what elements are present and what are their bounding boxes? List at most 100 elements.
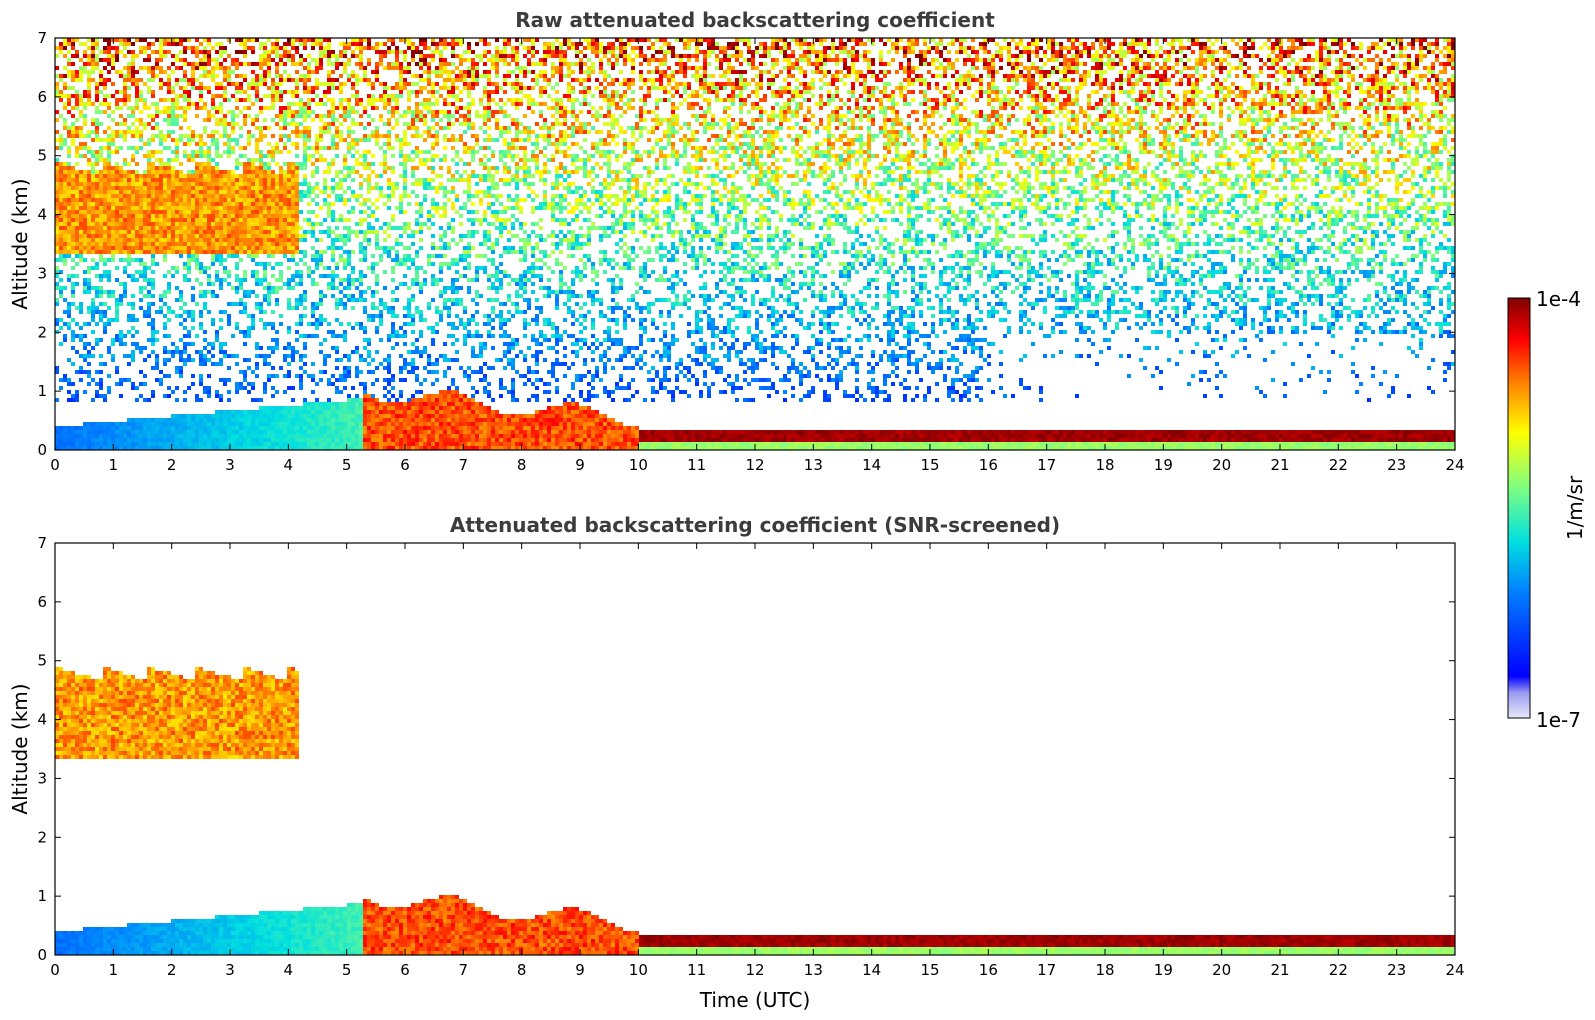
heatmap-cell (311, 306, 315, 310)
heatmap-cell (163, 350, 167, 354)
heatmap-cell (59, 318, 63, 322)
heatmap-cell (291, 426, 295, 430)
heatmap-cell (295, 206, 299, 210)
heatmap-cell (311, 334, 315, 338)
heatmap-cell (91, 54, 95, 58)
heatmap-cell (107, 138, 111, 142)
heatmap-cell (151, 70, 155, 74)
heatmap-cell (215, 246, 219, 250)
heatmap-cell (215, 274, 219, 278)
heatmap-cell (215, 278, 219, 282)
heatmap-cell (319, 414, 323, 418)
heatmap-cell (375, 138, 379, 142)
heatmap-cell (131, 258, 135, 262)
heatmap-cell (275, 238, 279, 242)
heatmap-cell (303, 262, 307, 266)
heatmap-cell (271, 50, 275, 54)
heatmap-cell (135, 318, 139, 322)
heatmap-cell (119, 198, 123, 202)
heatmap-cell (155, 210, 159, 214)
heatmap-cell (375, 422, 379, 426)
heatmap-cell (283, 202, 287, 206)
heatmap-cell (335, 386, 339, 390)
heatmap-cell (183, 230, 187, 234)
heatmap-cell (319, 426, 323, 430)
heatmap-cell (359, 282, 363, 286)
heatmap-cell (131, 342, 135, 346)
heatmap-cell (211, 254, 215, 258)
heatmap-cell (339, 358, 343, 362)
heatmap-cell (295, 174, 299, 178)
heatmap-cell (131, 182, 135, 186)
heatmap-cell (399, 74, 403, 78)
heatmap-cell (307, 114, 311, 118)
heatmap-cell (239, 414, 243, 418)
heatmap-cell (131, 190, 135, 194)
heatmap-cell (203, 442, 207, 446)
heatmap-cell (63, 38, 67, 42)
heatmap-cell (247, 62, 251, 66)
heatmap-cell (67, 278, 71, 282)
heatmap-cell (111, 166, 115, 170)
heatmap-cell (307, 70, 311, 74)
heatmap-cell (395, 258, 399, 262)
heatmap-cell (211, 442, 215, 446)
heatmap-cell (311, 390, 315, 394)
heatmap-cell (355, 418, 359, 422)
heatmap-cell (375, 418, 379, 422)
heatmap-cell (147, 162, 151, 166)
heatmap-cell (219, 438, 223, 442)
heatmap-cell (315, 214, 319, 218)
heatmap-cell (63, 226, 67, 230)
heatmap-cell (291, 242, 295, 246)
heatmap-cell (359, 354, 363, 358)
heatmap-cell (247, 242, 251, 246)
heatmap-cell (263, 430, 267, 434)
heatmap-cell (95, 90, 99, 94)
heatmap-cell (379, 414, 383, 418)
heatmap-cell (263, 190, 267, 194)
heatmap-cell (75, 78, 79, 82)
heatmap-cell (343, 434, 347, 438)
heatmap-cell (395, 430, 399, 434)
heatmap-cell (163, 442, 167, 446)
heatmap-cell (383, 446, 387, 450)
heatmap-cell (379, 442, 383, 446)
heatmap-cell (179, 210, 183, 214)
heatmap-cell (315, 438, 319, 442)
heatmap-cell (147, 138, 151, 142)
heatmap-cell (171, 354, 175, 358)
heatmap-cell (147, 282, 151, 286)
heatmap-cell (235, 106, 239, 110)
heatmap-cell (207, 214, 211, 218)
heatmap-cell (231, 126, 235, 130)
heatmap-cell (299, 294, 303, 298)
heatmap-cell (379, 434, 383, 438)
heatmap-cell (211, 186, 215, 190)
heatmap-cell (191, 198, 195, 202)
heatmap-cell (95, 174, 99, 178)
heatmap-cell (175, 242, 179, 246)
heatmap-cell (139, 394, 143, 398)
heatmap-cell (291, 62, 295, 66)
heatmap-cell (143, 198, 147, 202)
heatmap-cell (287, 166, 291, 170)
heatmap-cell (215, 82, 219, 86)
heatmap-cell (159, 222, 163, 226)
heatmap-cell (219, 350, 223, 354)
heatmap-cell (171, 190, 175, 194)
heatmap-cell (175, 442, 179, 446)
heatmap-cell (55, 322, 59, 326)
heatmap-cell (87, 354, 91, 358)
heatmap-cell (255, 270, 259, 274)
heatmap-cell (111, 190, 115, 194)
heatmap-cell (383, 90, 387, 94)
heatmap-cell (151, 134, 155, 138)
heatmap-cell (135, 246, 139, 250)
heatmap-cell (375, 234, 379, 238)
heatmap-cell (155, 126, 159, 130)
heatmap-cell (219, 210, 223, 214)
heatmap-cell (275, 214, 279, 218)
heatmap-cell (251, 226, 255, 230)
heatmap-cell (159, 382, 163, 386)
